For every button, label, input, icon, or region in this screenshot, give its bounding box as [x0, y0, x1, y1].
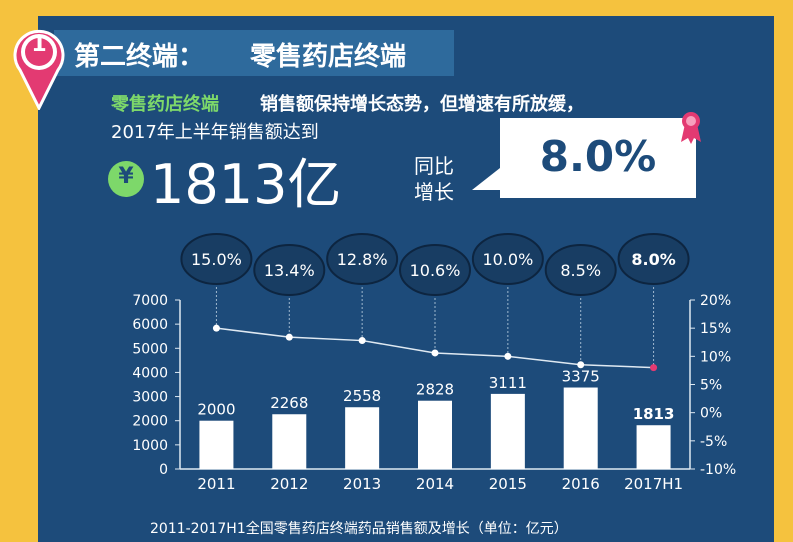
total-sales-value: 1813亿: [150, 153, 342, 216]
title-bar: [54, 30, 454, 76]
bar: [418, 400, 452, 469]
award-ribbon-icon: [681, 112, 701, 144]
y2-tick-label: -10%: [700, 462, 736, 478]
bar-value-label: 2558: [343, 387, 381, 405]
yuan-symbol: ¥: [118, 164, 134, 189]
intro-highlight: 零售药店终端: [111, 94, 219, 115]
y2-tick-label: -5%: [700, 434, 727, 450]
yoy-label-1: 同比: [414, 154, 454, 178]
bar: [490, 393, 525, 469]
y-tick-label: 0: [159, 462, 168, 478]
growth-point: [650, 364, 658, 372]
y2-tick-label: 10%: [700, 349, 731, 365]
bar: [345, 407, 380, 469]
growth-bubble-label: 15.0%: [191, 250, 242, 269]
section-title-prefix: 第二终端：: [74, 42, 205, 72]
growth-bubble-label: 10.6%: [410, 261, 461, 280]
bar-value-label: 2828: [416, 381, 454, 399]
section-number: 1: [31, 32, 47, 57]
growth-point: [577, 361, 585, 369]
bar: [563, 387, 598, 469]
y2-tick-label: 5%: [700, 378, 722, 394]
growth-bubble: [399, 244, 471, 296]
bar: [199, 420, 234, 469]
intro-line2: 2017年上半年销售额达到: [111, 122, 319, 143]
x-tick-label: 2013: [343, 475, 381, 493]
y2-tick-label: 15%: [700, 321, 731, 337]
growth-bubble: [617, 233, 690, 285]
y2-tick-label: 0%: [700, 406, 722, 422]
bar-value-label: 2268: [270, 394, 308, 412]
x-tick-label: 2017H1: [624, 475, 683, 493]
y-tick-label: 2000: [132, 414, 168, 430]
bar-value-label: 3375: [562, 368, 600, 386]
y-tick-label: 6000: [132, 317, 168, 333]
growth-bubble-label: 13.4%: [264, 261, 315, 280]
growth-bubble-label: 12.8%: [337, 250, 388, 269]
chart-caption: 2011-2017H1全国零售药店终端药品销售额及增长（单位：亿元）: [150, 521, 568, 537]
growth-point: [431, 349, 439, 357]
growth-bubble: [471, 233, 544, 285]
growth-bubble: [326, 233, 399, 285]
section-title: 零售药店终端: [250, 42, 407, 72]
growth-bubble-label: 8.5%: [560, 261, 601, 280]
intro-line1: 销售额保持增长态势，但增速有所放缓，: [260, 94, 584, 115]
x-tick-label: 2012: [270, 475, 308, 493]
y-tick-label: 1000: [132, 438, 168, 454]
growth-bubble: [180, 233, 253, 285]
bar-value-label: 1813: [633, 405, 675, 423]
x-tick-label: 2014: [416, 475, 454, 493]
bar: [272, 414, 307, 469]
location-pin-icon: [13, 29, 65, 110]
bar-value-label: 3111: [489, 374, 527, 392]
yoy-box: [472, 118, 696, 198]
growth-bubble-label: 8.0%: [631, 250, 675, 269]
growth-point: [285, 333, 293, 341]
growth-bubble: [544, 244, 617, 296]
growth-point: [358, 337, 366, 345]
growth-point: [212, 324, 220, 332]
bar: [636, 425, 671, 469]
bar-value-label: 2000: [197, 401, 235, 419]
y-tick-label: 3000: [132, 390, 168, 406]
yuan-icon: [108, 161, 144, 197]
growth-bubble-label: 10.0%: [482, 250, 533, 269]
growth-bubble: [253, 244, 326, 296]
y-tick-label: 7000: [132, 293, 168, 309]
y-tick-label: 4000: [132, 365, 168, 381]
x-tick-label: 2016: [562, 475, 600, 493]
y-tick-label: 5000: [132, 341, 168, 357]
y2-tick-label: 20%: [700, 293, 731, 309]
x-tick-label: 2015: [489, 475, 527, 493]
yoy-growth-value: 8.0%: [539, 132, 657, 181]
growth-point: [504, 352, 512, 360]
yoy-label-2: 增长: [414, 180, 454, 204]
x-tick-label: 2011: [197, 475, 235, 493]
